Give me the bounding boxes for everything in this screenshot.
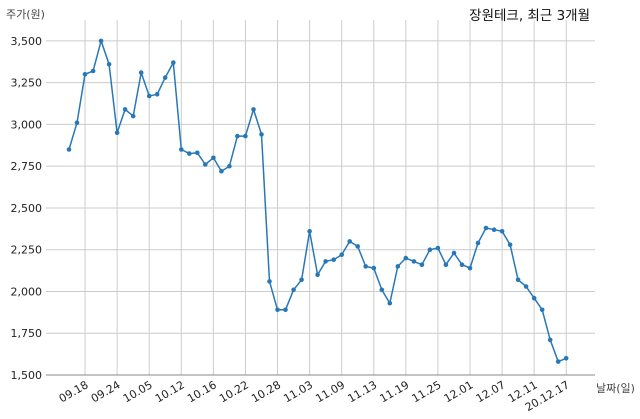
price-point [491, 227, 497, 232]
price-point [451, 250, 457, 256]
price-point [122, 107, 128, 112]
price-point [219, 168, 224, 174]
price-point [211, 155, 216, 161]
price-point [355, 244, 361, 249]
y-tick-label: 1,500 [11, 369, 43, 382]
price-point [499, 229, 505, 234]
y-tick-label: 2,500 [11, 202, 43, 215]
price-point [98, 38, 104, 44]
price-point [227, 163, 232, 169]
price-point [106, 62, 112, 67]
price-point [507, 242, 513, 247]
price-point [146, 93, 152, 99]
price-point [523, 284, 529, 289]
y-tick-label: 2,250 [11, 244, 43, 257]
x-axis-label: 날짜(일) [596, 381, 635, 395]
price-point [363, 264, 369, 269]
price-point [275, 307, 280, 313]
price-point [138, 70, 144, 75]
price-point [259, 132, 264, 137]
price-point [323, 259, 328, 264]
x-tick-label: 12.01 [442, 378, 476, 405]
price-point [339, 252, 345, 257]
x-tick-label: 10.22 [217, 378, 251, 405]
y-tick-label: 2,750 [11, 160, 43, 173]
x-tick-label: 09.18 [57, 378, 91, 405]
x-tick-label: 11.13 [345, 378, 379, 405]
x-tick-label: 11.03 [281, 378, 315, 405]
price-point [411, 259, 417, 264]
price-point [531, 295, 537, 301]
price-point [154, 92, 160, 97]
x-tick-label: 11.19 [378, 378, 412, 405]
y-axis-label: 주가(원) [6, 8, 45, 21]
price-point [555, 359, 561, 364]
x-tick-label: 10.12 [153, 378, 187, 405]
grid [46, 20, 595, 376]
x-tick-label: 12.07 [474, 378, 508, 405]
price-point [299, 277, 304, 283]
price-series [66, 38, 569, 364]
x-tick-label: 11.25 [410, 378, 444, 405]
price-line [68, 40, 567, 363]
price-point [74, 120, 80, 125]
y-tick-label: 2,000 [11, 285, 43, 298]
price-point [563, 356, 569, 361]
price-point [315, 272, 320, 278]
y-tick-label: 3,500 [11, 35, 43, 48]
price-point [90, 68, 96, 74]
price-point [171, 60, 176, 65]
chart-title: 장원테크, 최근 3개월 [469, 8, 590, 24]
price-point [283, 307, 288, 313]
price-point [331, 257, 337, 263]
x-tick-label: 10.16 [185, 378, 219, 405]
x-tick-label: 09.24 [89, 378, 123, 405]
price-point [179, 147, 184, 152]
price-point [267, 279, 272, 284]
price-point [82, 72, 88, 77]
price-point [187, 151, 192, 156]
price-point [203, 162, 208, 167]
price-point [195, 150, 200, 156]
price-point [130, 113, 136, 119]
price-point [66, 147, 72, 152]
x-tick-label: 11.09 [313, 378, 347, 405]
x-tick-label: 10.28 [249, 378, 283, 405]
price-point [291, 287, 296, 293]
price-point [435, 245, 441, 251]
price-point [483, 225, 489, 231]
price-point [403, 255, 409, 261]
price-point [347, 239, 353, 244]
price-point [114, 130, 120, 136]
price-point [395, 264, 401, 269]
price-point [307, 229, 312, 234]
price-point [243, 133, 248, 139]
y-tick-label: 3,000 [11, 118, 43, 131]
price-point [162, 75, 168, 80]
price-point [539, 307, 545, 313]
price-point [459, 262, 465, 268]
price-point [443, 262, 449, 268]
axes: 1,500 1,750 2,000 2,250 2,500 2,750 3,000 3,250… [11, 35, 595, 414]
price-point [515, 277, 521, 283]
x-tick-label: 10.05 [121, 378, 155, 405]
price-point [475, 240, 481, 246]
price-point [379, 287, 385, 293]
price-point [371, 265, 377, 271]
price-point [387, 300, 393, 306]
price-point [235, 133, 240, 139]
price-point [547, 337, 553, 343]
y-tick-label: 3,250 [11, 77, 43, 90]
y-tick-label: 1,750 [11, 327, 43, 340]
price-point [427, 247, 433, 252]
price-point [251, 107, 256, 112]
price-point [419, 262, 425, 268]
price-point [467, 265, 473, 271]
